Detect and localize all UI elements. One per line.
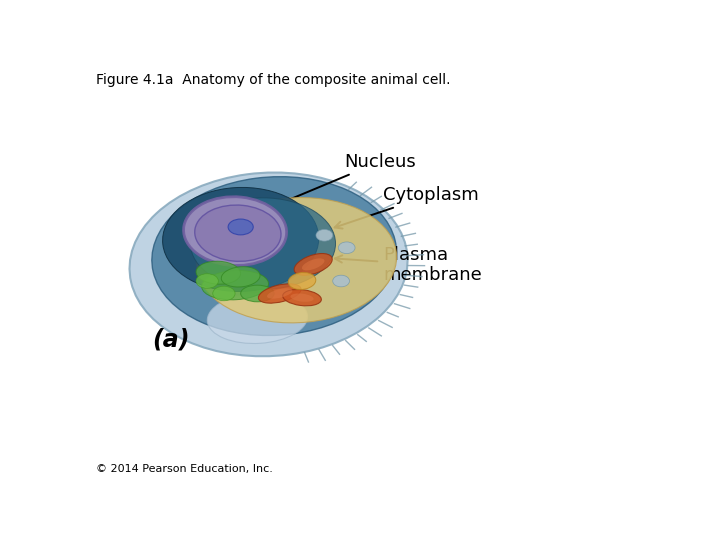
Ellipse shape <box>163 187 319 292</box>
Ellipse shape <box>130 172 408 356</box>
Ellipse shape <box>338 242 355 254</box>
Ellipse shape <box>213 286 235 301</box>
Ellipse shape <box>258 284 301 303</box>
Ellipse shape <box>194 205 281 261</box>
Ellipse shape <box>196 261 240 284</box>
Text: Cytoplasm: Cytoplasm <box>335 186 479 228</box>
Ellipse shape <box>152 177 397 335</box>
Ellipse shape <box>283 289 321 306</box>
Text: Plasma
membrane: Plasma membrane <box>335 246 482 285</box>
Ellipse shape <box>184 197 287 266</box>
Text: Nucleus: Nucleus <box>273 153 415 207</box>
Ellipse shape <box>333 275 349 287</box>
Ellipse shape <box>302 258 325 271</box>
Ellipse shape <box>190 198 336 289</box>
Text: (a): (a) <box>152 327 189 351</box>
Ellipse shape <box>316 230 333 241</box>
Ellipse shape <box>294 253 332 275</box>
Ellipse shape <box>196 274 218 288</box>
Ellipse shape <box>221 267 260 287</box>
Ellipse shape <box>288 273 316 289</box>
Ellipse shape <box>228 219 253 235</box>
Ellipse shape <box>202 271 269 300</box>
Ellipse shape <box>290 293 314 302</box>
Text: Figure 4.1a  Anatomy of the composite animal cell.: Figure 4.1a Anatomy of the composite ani… <box>96 73 450 87</box>
Ellipse shape <box>240 285 274 302</box>
Ellipse shape <box>267 288 292 299</box>
Ellipse shape <box>207 293 307 343</box>
Ellipse shape <box>197 198 397 323</box>
Text: © 2014 Pearson Education, Inc.: © 2014 Pearson Education, Inc. <box>96 464 272 474</box>
